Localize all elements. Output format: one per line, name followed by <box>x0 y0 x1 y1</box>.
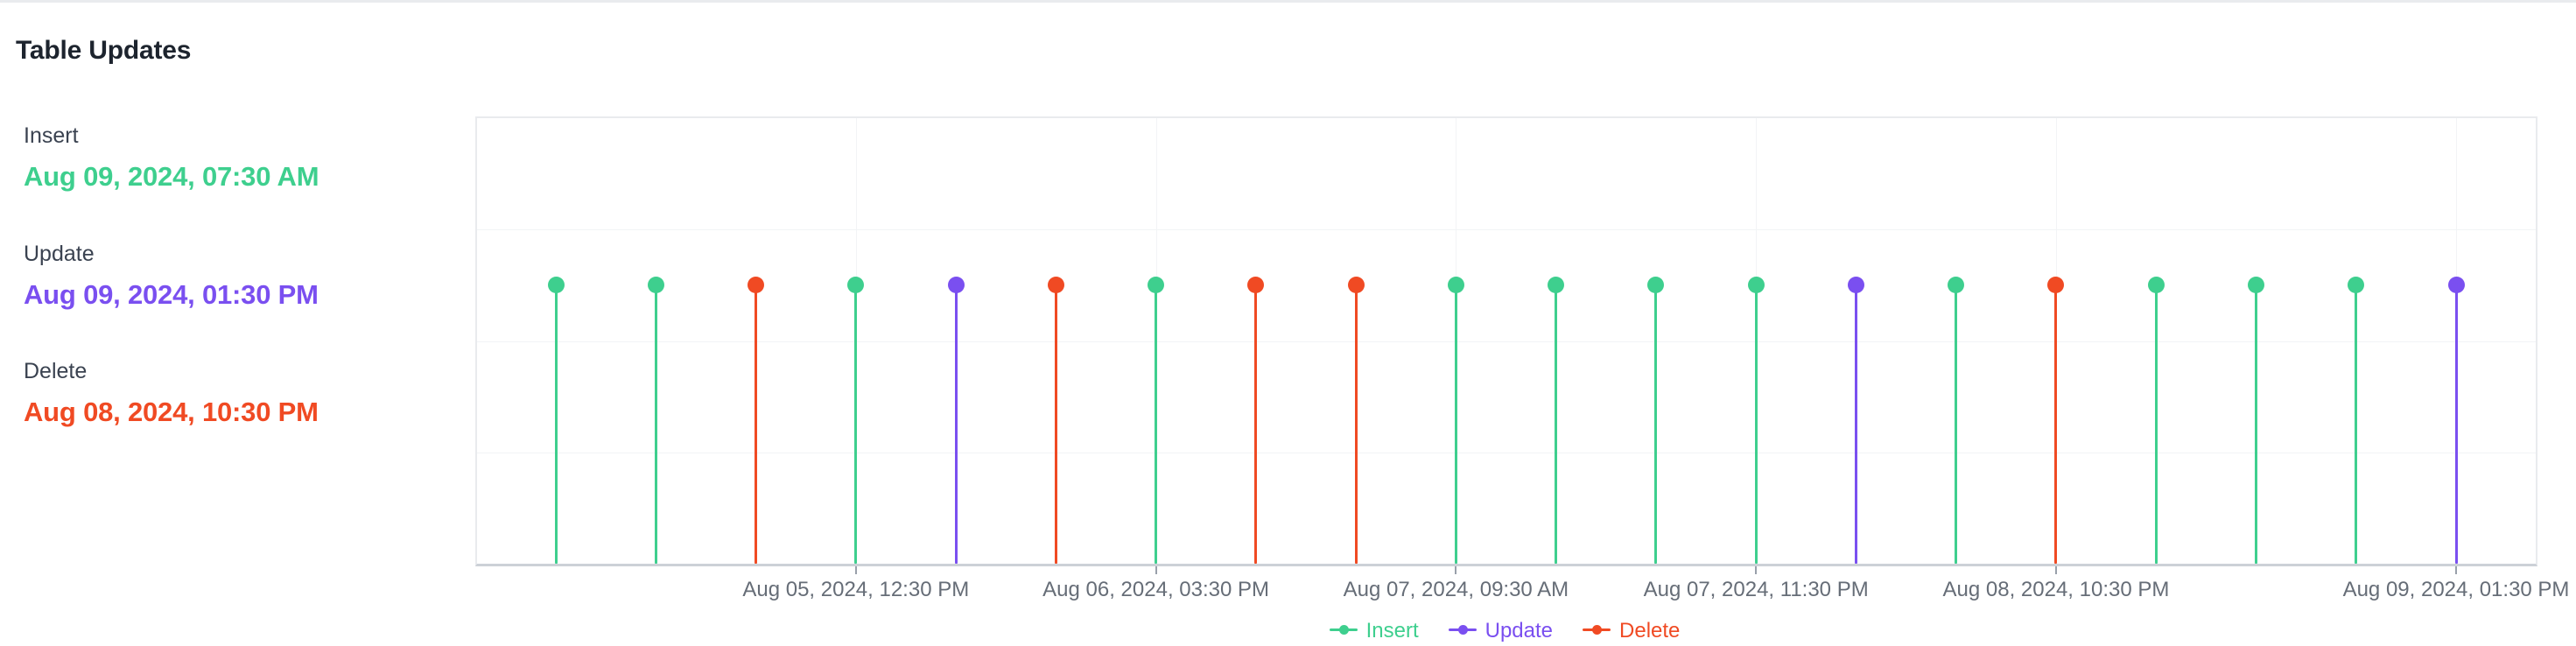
horizontal-gridline <box>477 341 2536 342</box>
page-title: Table Updates <box>16 36 192 65</box>
update-label: Update <box>24 242 95 266</box>
insert-event-stem[interactable] <box>554 284 558 564</box>
insert-event-dot[interactable] <box>547 277 565 294</box>
x-axis-tick-label: Aug 09, 2024, 01:30 PM <box>2342 578 2570 601</box>
x-axis-tick-label: Aug 05, 2024, 12:30 PM <box>742 578 970 601</box>
delete-event-dot[interactable] <box>748 277 765 294</box>
x-axis-tick <box>854 566 857 574</box>
update-event-stem[interactable] <box>2454 284 2458 564</box>
update-event-dot[interactable] <box>947 277 965 294</box>
insert-label: Insert <box>24 123 79 148</box>
delete-label: Delete <box>24 359 88 383</box>
latest-insert-group: Insert Aug 09, 2024, 07:30 AM <box>24 123 319 193</box>
insert-event-stem[interactable] <box>1555 284 1558 564</box>
insert-event-dot[interactable] <box>1447 277 1464 294</box>
delete-event-dot[interactable] <box>1047 277 1064 294</box>
insert-event-dot[interactable] <box>1747 277 1765 294</box>
insert-event-dot[interactable] <box>1948 277 1965 294</box>
legend-item-update[interactable]: Update <box>1448 616 1554 646</box>
insert-event-dot[interactable] <box>647 277 664 294</box>
delete-event-stem[interactable] <box>1354 284 1358 564</box>
delete-event-stem[interactable] <box>1054 284 1057 564</box>
delete-event-dot[interactable] <box>1347 277 1365 294</box>
update-event-dot[interactable] <box>2447 277 2465 294</box>
x-axis-tick-label: Aug 08, 2024, 10:30 PM <box>1942 578 2170 601</box>
x-axis-tick <box>1755 566 1758 574</box>
x-axis-tick-label: Aug 07, 2024, 11:30 PM <box>1643 578 1869 601</box>
x-axis-tick <box>2054 566 2057 574</box>
delete-event-dot[interactable] <box>1247 277 1265 294</box>
legend-dot-icon <box>1338 625 1349 635</box>
insert-event-dot[interactable] <box>1148 277 1165 294</box>
update-timestamp: Aug 09, 2024, 01:30 PM <box>24 279 319 310</box>
insert-event-stem[interactable] <box>1654 284 1658 564</box>
update-event-dot[interactable] <box>1847 277 1864 294</box>
delete-timestamp: Aug 08, 2024, 10:30 PM <box>24 397 319 427</box>
legend-item-delete[interactable]: Delete <box>1583 616 1680 646</box>
delete-event-stem[interactable] <box>2054 284 2058 564</box>
insert-legend-marker-icon <box>1329 616 1358 646</box>
insert-event-stem[interactable] <box>1955 284 1958 564</box>
legend-dot-icon <box>1457 625 1468 635</box>
delete-legend-marker-icon <box>1583 616 1611 646</box>
x-axis-tick <box>2455 566 2457 574</box>
horizontal-gridline <box>477 229 2536 231</box>
insert-event-dot[interactable] <box>847 277 865 294</box>
insert-event-stem[interactable] <box>654 284 657 564</box>
update-legend-marker-icon <box>1448 616 1477 646</box>
insert-event-stem[interactable] <box>1155 284 1158 564</box>
insert-event-stem[interactable] <box>2154 284 2158 564</box>
insert-event-dot[interactable] <box>1647 277 1665 294</box>
x-axis-tick <box>1155 566 1157 574</box>
insert-event-dot[interactable] <box>2348 277 2365 294</box>
insert-event-dot[interactable] <box>2147 277 2165 294</box>
x-axis-tick <box>1455 566 1457 574</box>
legend-item-insert[interactable]: Insert <box>1329 616 1419 646</box>
legend-dot-icon <box>1592 625 1603 635</box>
insert-event-dot[interactable] <box>2247 277 2264 294</box>
insert-event-stem[interactable] <box>854 284 858 564</box>
x-axis-tick-label: Aug 07, 2024, 09:30 AM <box>1343 578 1569 601</box>
x-axis-tick-label: Aug 06, 2024, 03:30 PM <box>1042 578 1270 601</box>
insert-event-stem[interactable] <box>1754 284 1758 564</box>
chart-legend: Insert Update Delete <box>475 616 2534 646</box>
latest-delete-group: Delete Aug 08, 2024, 10:30 PM <box>24 359 319 428</box>
update-event-stem[interactable] <box>954 284 958 564</box>
insert-event-stem[interactable] <box>2355 284 2358 564</box>
insert-timestamp: Aug 09, 2024, 07:30 AM <box>24 161 319 192</box>
update-event-stem[interactable] <box>1854 284 1857 564</box>
delete-event-stem[interactable] <box>1254 284 1258 564</box>
legend-label: Update <box>1485 619 1554 642</box>
delete-event-dot[interactable] <box>2047 277 2065 294</box>
delete-event-stem[interactable] <box>755 284 758 564</box>
insert-event-dot[interactable] <box>1548 277 1565 294</box>
legend-label: Delete <box>1619 619 1681 642</box>
latest-update-group: Update Aug 09, 2024, 01:30 PM <box>24 242 319 311</box>
events-lollipop-chart[interactable]: Aug 05, 2024, 12:30 PM Aug 06, 2024, 03:3… <box>475 116 2569 601</box>
legend-label: Insert <box>1365 619 1419 642</box>
insert-event-stem[interactable] <box>2254 284 2257 564</box>
insert-event-stem[interactable] <box>1454 284 1457 564</box>
